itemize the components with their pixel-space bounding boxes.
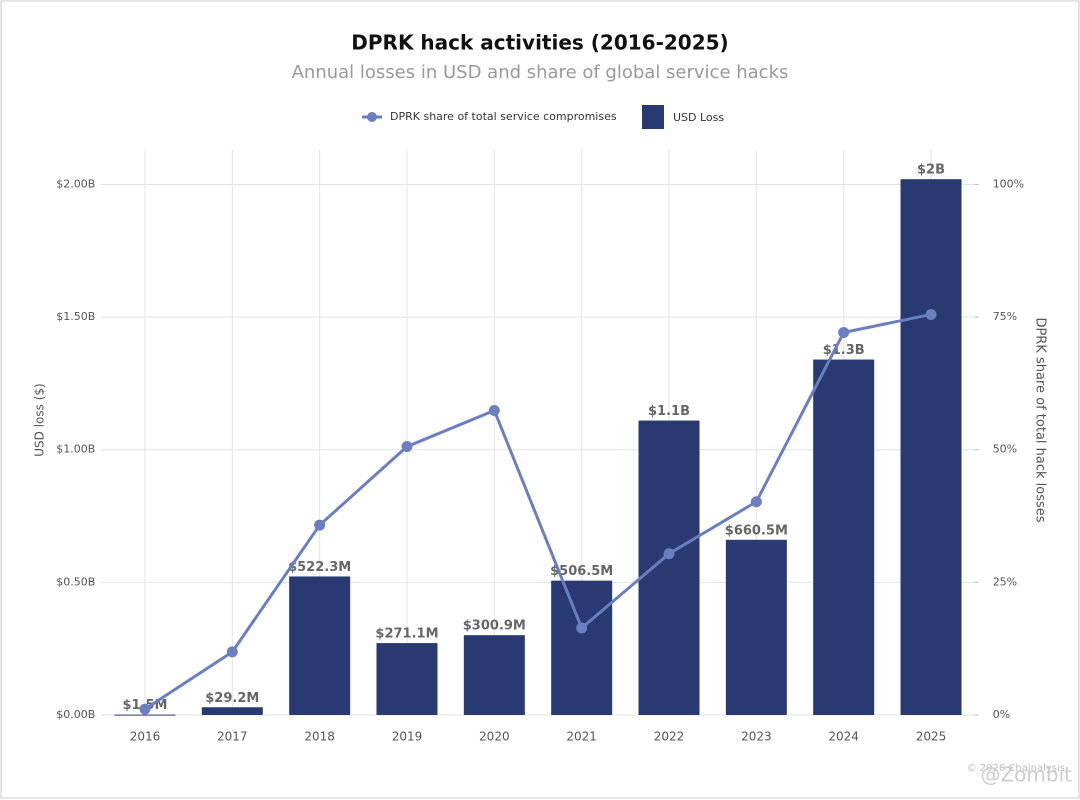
x-tick-label: 2018	[304, 730, 335, 744]
bar	[289, 576, 351, 715]
line-point	[925, 308, 937, 320]
x-tick-label: 2020	[479, 730, 510, 744]
x-tick-label: 2019	[392, 730, 423, 744]
legend-marker	[367, 112, 377, 122]
watermark: © 2026 Chainalysis	[967, 763, 1065, 774]
bar	[900, 179, 962, 715]
line-point	[663, 548, 675, 560]
x-tick-label: 2024	[828, 730, 859, 744]
y2-tick-label: 100%	[993, 177, 1024, 190]
y-tick-label: $0.50B	[56, 575, 95, 588]
line-point	[226, 646, 238, 658]
chart-title: DPRK hack activities (2016-2025)	[351, 31, 728, 55]
line-point	[838, 326, 850, 338]
data-label: $660.5M	[725, 523, 788, 538]
y2-tick-label: 25%	[993, 575, 1017, 588]
line	[144, 312, 932, 711]
y2-tick-label: 50%	[993, 443, 1017, 456]
x-tick-label: 2016	[130, 730, 161, 744]
x-tick-label: 2025	[916, 730, 947, 744]
y-tick-label: $2.00B	[56, 177, 95, 190]
bar	[376, 643, 438, 715]
y-tick-label: $1.00B	[56, 443, 95, 456]
data-label: $2B	[917, 163, 945, 178]
line-point	[139, 703, 151, 715]
bar	[638, 420, 700, 715]
data-label: $1.1B	[648, 404, 690, 419]
x-tick-label: 2022	[654, 730, 685, 744]
line-point	[750, 496, 762, 508]
x-tick-label: 2023	[741, 730, 772, 744]
x-tick-label: 2017	[217, 730, 248, 744]
chart-subtitle: Annual losses in USD and share of global…	[292, 62, 789, 83]
legend-label: USD Loss	[673, 111, 724, 124]
bar	[813, 359, 875, 715]
data-label: $506.5M	[550, 564, 613, 579]
bar	[201, 707, 263, 715]
line-point	[401, 441, 413, 453]
y-axis-label: USD loss ($)	[33, 383, 47, 456]
data-label: $300.9M	[463, 619, 526, 634]
bar	[551, 580, 613, 715]
line-point	[488, 404, 500, 416]
data-label: $1.3B	[823, 343, 865, 358]
legend-swatch	[642, 105, 664, 129]
y2-axis-label: DPRK share of total hack losses	[1033, 317, 1048, 522]
y-tick-label: $0.00B	[56, 708, 95, 721]
y-tick-label: $1.50B	[56, 310, 95, 323]
x-tick-label: 2021	[566, 730, 597, 744]
data-label: $522.3M	[288, 560, 351, 575]
bar	[725, 539, 787, 715]
data-label: $29.2M	[205, 691, 259, 706]
data-label: $271.1M	[375, 627, 438, 642]
credit: @Zombit	[980, 763, 1072, 787]
bar	[114, 714, 176, 716]
y2-tick-label: 0%	[993, 708, 1010, 721]
legend-label: DPRK share of total service compromises	[390, 110, 617, 123]
y2-tick-label: 75%	[993, 310, 1017, 323]
bar	[463, 635, 525, 715]
line-point	[576, 622, 588, 634]
line-point	[314, 519, 326, 531]
